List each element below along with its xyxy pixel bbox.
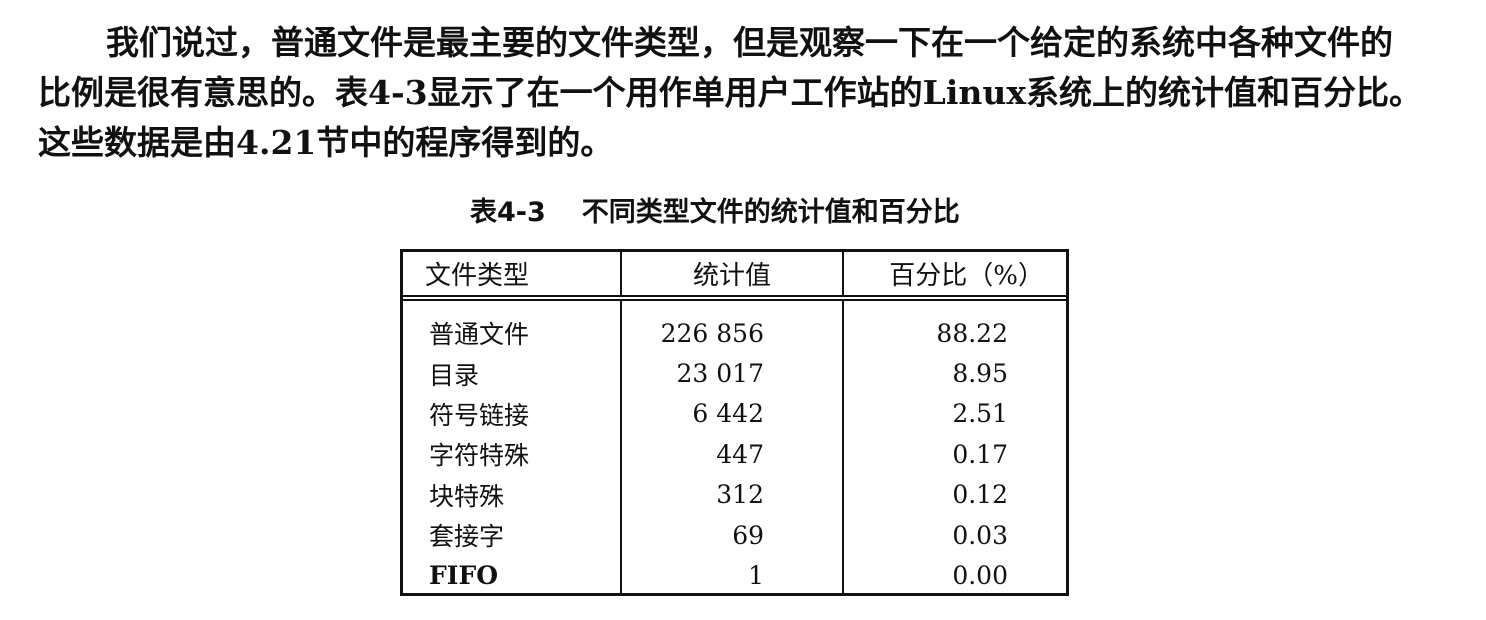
- table-row: 套接字 69 0.03: [403, 514, 1066, 556]
- paragraph-line-2: 比例是很有意思的。表4-3显示了在一个用作单用户工作站的Linux系统上的统计值…: [38, 73, 1423, 112]
- paragraph-line-3: 这些数据是由4.21节中的程序得到的。: [38, 123, 614, 162]
- cell-file-type: 块特殊: [429, 481, 505, 511]
- header-file-type: 文件类型: [403, 252, 621, 301]
- table-caption-number: 表4-3: [470, 197, 546, 228]
- header-percent: 百分比（%）: [842, 252, 1066, 301]
- file-type-table: 文件类型 统计值 百分比（%） 普通文件 226 856 88.22 目录 23…: [400, 249, 1069, 596]
- cell-file-type: 套接字: [429, 522, 505, 552]
- cell-percent: 0.03: [842, 514, 1066, 556]
- cell-percent: 88.22: [842, 298, 1066, 354]
- cell-percent: 8.95: [842, 353, 1066, 394]
- table-row: FIFO 1 0.00: [403, 555, 1066, 596]
- cell-file-type: 普通文件: [429, 320, 530, 350]
- cell-file-type: FIFO: [429, 561, 498, 591]
- cell-count: 1: [620, 555, 843, 596]
- table-row: 普通文件 226 856 88.22: [403, 298, 1066, 354]
- cell-count: 69: [620, 514, 843, 556]
- cell-count: 226 856: [620, 298, 843, 354]
- cell-count: 312: [620, 474, 843, 515]
- header-count: 统计值: [620, 252, 843, 301]
- cell-count: 23 017: [620, 353, 843, 394]
- cell-file-type: 字符特殊: [429, 441, 530, 471]
- cell-percent: 2.51: [842, 393, 1066, 435]
- cell-count: 6 442: [620, 393, 843, 435]
- table-caption-title: 不同类型文件的统计值和百分比: [581, 197, 960, 228]
- table-row: 字符特殊 447 0.17: [403, 434, 1066, 475]
- cell-file-type: 目录: [429, 360, 480, 390]
- cell-percent: 0.00: [842, 555, 1066, 596]
- cell-file-type: 符号链接: [429, 400, 530, 430]
- table-caption: 表4-3 不同类型文件的统计值和百分比: [470, 190, 960, 229]
- table-header-row: 文件类型 统计值 百分比（%）: [403, 252, 1066, 301]
- file-type-table-grid: 文件类型 统计值 百分比（%） 普通文件 226 856 88.22 目录 23…: [403, 252, 1066, 596]
- table-row: 块特殊 312 0.12: [403, 474, 1066, 515]
- paragraph-line-1: 我们说过，普通文件是最主要的文件类型，但是观察一下在一个给定的系统中各种文件的: [106, 23, 1393, 62]
- table-row: 目录 23 017 8.95: [403, 353, 1066, 394]
- cell-percent: 0.12: [842, 474, 1066, 515]
- cell-percent: 0.17: [842, 434, 1066, 475]
- body-paragraph: 我们说过，普通文件是最主要的文件类型，但是观察一下在一个给定的系统中各种文件的 …: [38, 18, 1458, 168]
- cell-count: 447: [620, 434, 843, 475]
- table-row: 符号链接 6 442 2.51: [403, 393, 1066, 435]
